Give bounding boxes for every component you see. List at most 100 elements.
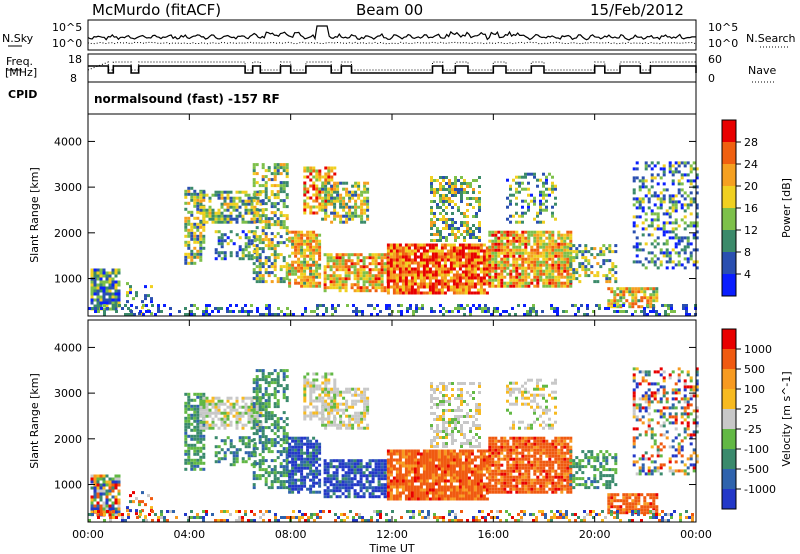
heatmap-cell bbox=[291, 460, 295, 464]
heatmap-cell bbox=[434, 252, 438, 256]
heatmap-cell bbox=[267, 399, 271, 403]
heatmap-cell bbox=[184, 419, 188, 423]
heatmap-cell bbox=[392, 267, 396, 271]
heatmap-cell bbox=[689, 257, 693, 261]
heatmap-cell bbox=[303, 181, 307, 185]
heatmap-cell bbox=[312, 169, 316, 173]
heatmap-cell bbox=[297, 469, 301, 473]
heatmap-cell bbox=[277, 307, 280, 310]
heatmap-cell bbox=[303, 396, 307, 400]
heatmap-cell bbox=[473, 261, 477, 265]
heatmap-cell bbox=[315, 396, 319, 400]
heatmap-cell bbox=[211, 411, 215, 415]
heatmap-cell bbox=[527, 202, 530, 206]
heatmap-cell bbox=[451, 194, 454, 197]
heatmap-cell bbox=[598, 307, 601, 310]
heatmap-cell bbox=[454, 221, 457, 224]
heatmap-cell bbox=[244, 396, 248, 400]
heatmap-cell bbox=[335, 256, 339, 260]
heatmap-cell bbox=[479, 270, 483, 274]
heatmap-cell bbox=[509, 275, 513, 279]
heatmap-cell bbox=[342, 187, 346, 191]
heatmap-cell bbox=[214, 460, 218, 464]
heatmap-cell bbox=[252, 387, 256, 391]
heatmap-cell bbox=[619, 296, 623, 300]
heatmap-cell bbox=[312, 381, 316, 385]
heatmap-cell bbox=[383, 262, 387, 266]
heatmap-cell bbox=[668, 164, 672, 168]
heatmap-cell bbox=[647, 164, 651, 168]
heatmap-cell bbox=[563, 233, 567, 237]
heatmap-cell bbox=[315, 196, 319, 200]
heatmap-cell bbox=[279, 450, 283, 454]
heatmap-cell bbox=[217, 426, 221, 430]
heatmap-cell bbox=[353, 474, 357, 478]
heatmap-cell bbox=[196, 461, 200, 465]
heatmap-cell bbox=[96, 286, 100, 290]
heatmap-cell bbox=[545, 278, 549, 282]
heatmap-cell bbox=[193, 434, 197, 438]
heatmap-cell bbox=[285, 486, 289, 490]
heatmap-cell bbox=[282, 277, 286, 281]
heatmap-cell bbox=[99, 474, 103, 478]
heatmap-cell bbox=[430, 233, 433, 236]
heatmap-cell bbox=[316, 313, 319, 316]
heatmap-cell bbox=[590, 247, 594, 251]
heatmap-cell bbox=[326, 471, 330, 475]
heatmap-cell bbox=[258, 453, 262, 457]
heatmap-cell bbox=[521, 220, 524, 224]
heatmap-cell bbox=[551, 275, 555, 279]
heatmap-cell bbox=[324, 381, 328, 385]
heatmap-cell bbox=[282, 459, 286, 463]
heatmap-cell bbox=[557, 272, 561, 276]
heatmap-cell bbox=[114, 510, 118, 514]
heatmap-cell bbox=[291, 472, 295, 476]
heatmap-cell bbox=[539, 211, 542, 215]
heatmap-cell bbox=[451, 221, 454, 224]
heatmap-cell bbox=[557, 278, 561, 282]
heatmap-cell bbox=[512, 281, 516, 285]
heatmap-cell bbox=[344, 465, 348, 469]
heatmap-cell bbox=[259, 199, 263, 203]
heatmap-cell bbox=[199, 258, 203, 262]
heatmap-cell bbox=[614, 265, 618, 269]
heatmap-cell bbox=[401, 282, 405, 286]
heatmap-cell bbox=[324, 390, 328, 394]
heatmap-cell bbox=[273, 178, 277, 182]
heatmap-cell bbox=[199, 211, 203, 215]
heatmap-cell bbox=[108, 510, 112, 514]
heatmap-cell bbox=[466, 185, 469, 188]
heatmap-cell bbox=[557, 236, 561, 240]
heatmap-cell bbox=[270, 417, 274, 421]
heatmap-cell bbox=[446, 255, 450, 259]
heatmap-cell bbox=[288, 254, 292, 258]
heatmap-cell bbox=[359, 495, 363, 499]
heatmap-cell bbox=[238, 199, 242, 203]
heatmap-cell bbox=[214, 408, 218, 412]
heatmap-cell bbox=[96, 489, 100, 493]
heatmap-cell bbox=[160, 310, 163, 313]
heatmap-cell bbox=[392, 258, 396, 262]
heatmap-cell bbox=[665, 251, 669, 255]
heatmap-cell bbox=[291, 451, 295, 455]
heatmap-cell bbox=[258, 280, 262, 284]
heatmap-cell bbox=[454, 185, 457, 188]
heatmap-cell bbox=[380, 271, 384, 275]
heatmap-cell bbox=[335, 465, 339, 469]
heatmap-cell bbox=[599, 253, 603, 257]
heatmap-cell bbox=[294, 266, 298, 270]
heatmap-cell bbox=[294, 472, 298, 476]
heatmap-cell bbox=[385, 307, 388, 310]
heatmap-cell bbox=[338, 262, 342, 266]
heatmap-cell bbox=[309, 442, 313, 446]
heatmap-cell bbox=[303, 481, 307, 485]
heatmap-cell bbox=[421, 307, 424, 310]
heatmap-cell bbox=[386, 485, 390, 489]
heatmap-cell bbox=[285, 399, 289, 403]
heatmap-cell bbox=[656, 197, 660, 201]
heatmap-cell bbox=[276, 372, 280, 376]
heatmap-cell bbox=[102, 477, 106, 481]
heatmap-cell bbox=[285, 214, 289, 218]
heatmap-cell bbox=[335, 486, 339, 490]
heatmap-cell bbox=[273, 220, 277, 224]
